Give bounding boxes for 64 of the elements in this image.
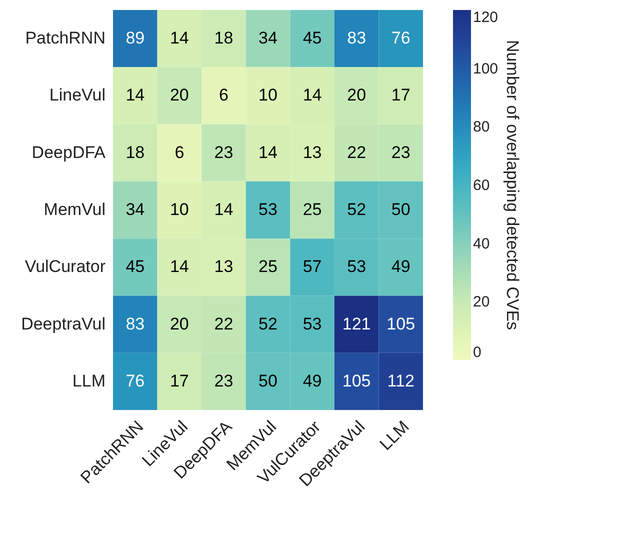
data-label: 23 [214,371,234,390]
data-label: 49 [302,371,322,390]
data-label: 13 [214,257,234,276]
data-label: 53 [347,257,366,276]
data-label: 45 [126,257,145,276]
data-label: 52 [347,200,366,219]
data-label: 20 [170,314,189,334]
data-label: 20 [347,86,366,105]
data-label: 34 [126,200,145,219]
data-label: 10 [170,200,189,219]
color-bar-label: 20 [473,294,490,311]
data-label: 45 [302,28,322,48]
data-label: 25 [302,200,322,219]
data-label: 14 [170,257,189,276]
data-label: 17 [170,371,189,390]
data-label: 89 [126,28,145,48]
data-label: 83 [126,314,145,334]
color-bar-label: 40 [473,235,490,252]
data-label: 22 [347,142,366,162]
data-label: 76 [391,28,410,48]
y-tick-label: LLM [72,371,106,390]
data-label: 52 [258,314,278,334]
y-tick-label: DeepDFA [32,142,106,162]
data-label: 14 [302,86,322,105]
data-label: 22 [214,314,234,334]
data-label: 14 [170,28,189,48]
data-label: 14 [126,86,145,105]
data-label: 53 [302,314,322,334]
y-tick-label: PatchRNN [25,28,106,48]
data-label: 53 [258,200,278,219]
color-bar-label: 120 [473,9,498,26]
data-label: 57 [302,257,322,276]
color-bar-label: 0 [473,344,482,361]
data-label: 18 [214,28,234,48]
y-tick-label: VulCurator [24,257,106,276]
data-label: 13 [302,142,322,162]
data-label: 83 [347,28,366,48]
data-label: 105 [342,371,371,390]
data-label: 23 [214,142,234,162]
data-label: 17 [391,86,410,105]
data-label: 10 [258,86,278,105]
data-label: 18 [126,142,145,162]
color-bar-label: 60 [473,177,490,194]
y-tick-label: DeeptraVul [21,314,106,334]
data-label: 76 [126,371,145,390]
data-label: 121 [342,314,371,334]
color-bar-label: 80 [473,118,490,136]
y-tick-label: MemVul [44,200,106,219]
data-label: 25 [258,257,278,276]
data-label: 34 [258,28,278,48]
data-label: 50 [391,200,410,219]
data-label: 105 [386,314,416,334]
data-label: 50 [258,371,278,390]
data-label: 6 [174,142,184,162]
data-label: 14 [258,142,278,162]
data-label: 49 [391,257,410,276]
data-label: 20 [170,86,189,105]
data-label: 14 [214,200,234,219]
data-label: 6 [218,86,228,105]
y-tick-label: LineVul [49,86,106,105]
data-label: 23 [391,142,410,162]
color-bar-title: Number of overlapping detected CVEs [503,40,522,330]
color-bar-label: 100 [473,60,498,78]
data-label: 112 [387,371,414,390]
